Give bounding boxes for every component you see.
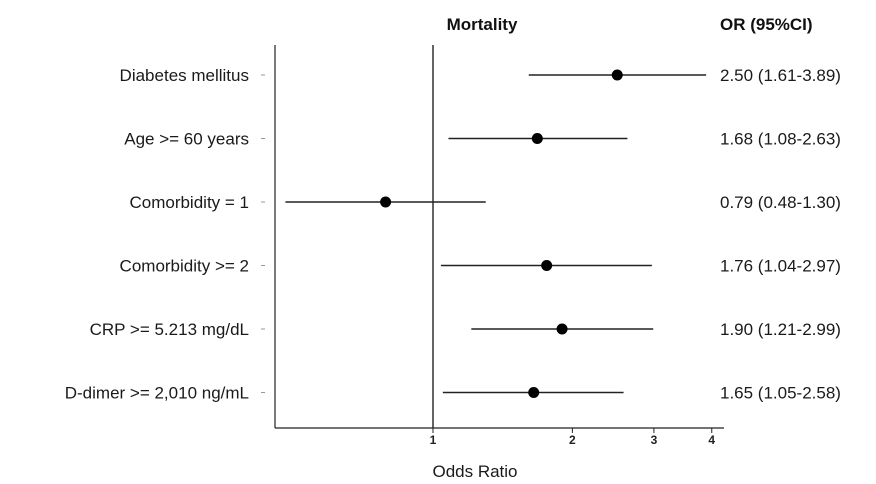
x-axis-label: Odds Ratio: [432, 462, 517, 481]
forest-row: Comorbidity = 1 0.79 (0.48-1.30): [129, 193, 841, 212]
or-ci-text: 2.50 (1.61-3.89): [720, 66, 841, 85]
x-tick-label: 1: [430, 433, 437, 447]
or-ci-text: 0.79 (0.48-1.30): [720, 193, 841, 212]
or-point: [556, 323, 568, 335]
x-axis-ticks: 1 2 3 4: [430, 428, 715, 447]
forest-row: Comorbidity >= 2 1.76 (1.04-2.97): [120, 257, 841, 276]
row-label: Comorbidity = 1: [129, 193, 249, 212]
ci-column-header: OR (95%CI): [720, 15, 813, 34]
or-ci-text: 1.76 (1.04-2.97): [720, 257, 841, 276]
chart-title: Mortality: [447, 15, 518, 34]
row-label: D-dimer >= 2,010 ng/mL: [65, 384, 249, 403]
or-point: [541, 260, 553, 271]
row-label: CRP >= 5.213 mg/dL: [90, 320, 249, 339]
or-point: [611, 69, 623, 81]
or-point: [528, 387, 540, 398]
x-tick-label: 4: [708, 433, 715, 447]
forest-row: Age >= 60 years 1.68 (1.08-2.63): [124, 130, 841, 149]
forest-row: D-dimer >= 2,010 ng/mL 1.65 (1.05-2.58): [65, 384, 841, 403]
or-point: [531, 133, 543, 144]
or-point: [380, 196, 392, 208]
x-tick-label: 2: [569, 433, 576, 447]
row-label: Diabetes mellitus: [120, 66, 249, 85]
or-ci-text: 1.90 (1.21-2.99): [720, 320, 841, 339]
forest-row: Diabetes mellitus 2.50 (1.61-3.89): [120, 66, 841, 85]
or-ci-text: 1.65 (1.05-2.58): [720, 384, 841, 403]
rows-group: Diabetes mellitus 2.50 (1.61-3.89) Age >= …: [65, 66, 841, 403]
x-tick-label: 3: [651, 433, 658, 447]
forest-row: CRP >= 5.213 mg/dL 1.90 (1.21-2.99): [90, 320, 841, 339]
row-label: Comorbidity >= 2: [120, 257, 249, 276]
row-label: Age >= 60 years: [124, 130, 249, 149]
or-ci-text: 1.68 (1.08-2.63): [720, 130, 841, 149]
